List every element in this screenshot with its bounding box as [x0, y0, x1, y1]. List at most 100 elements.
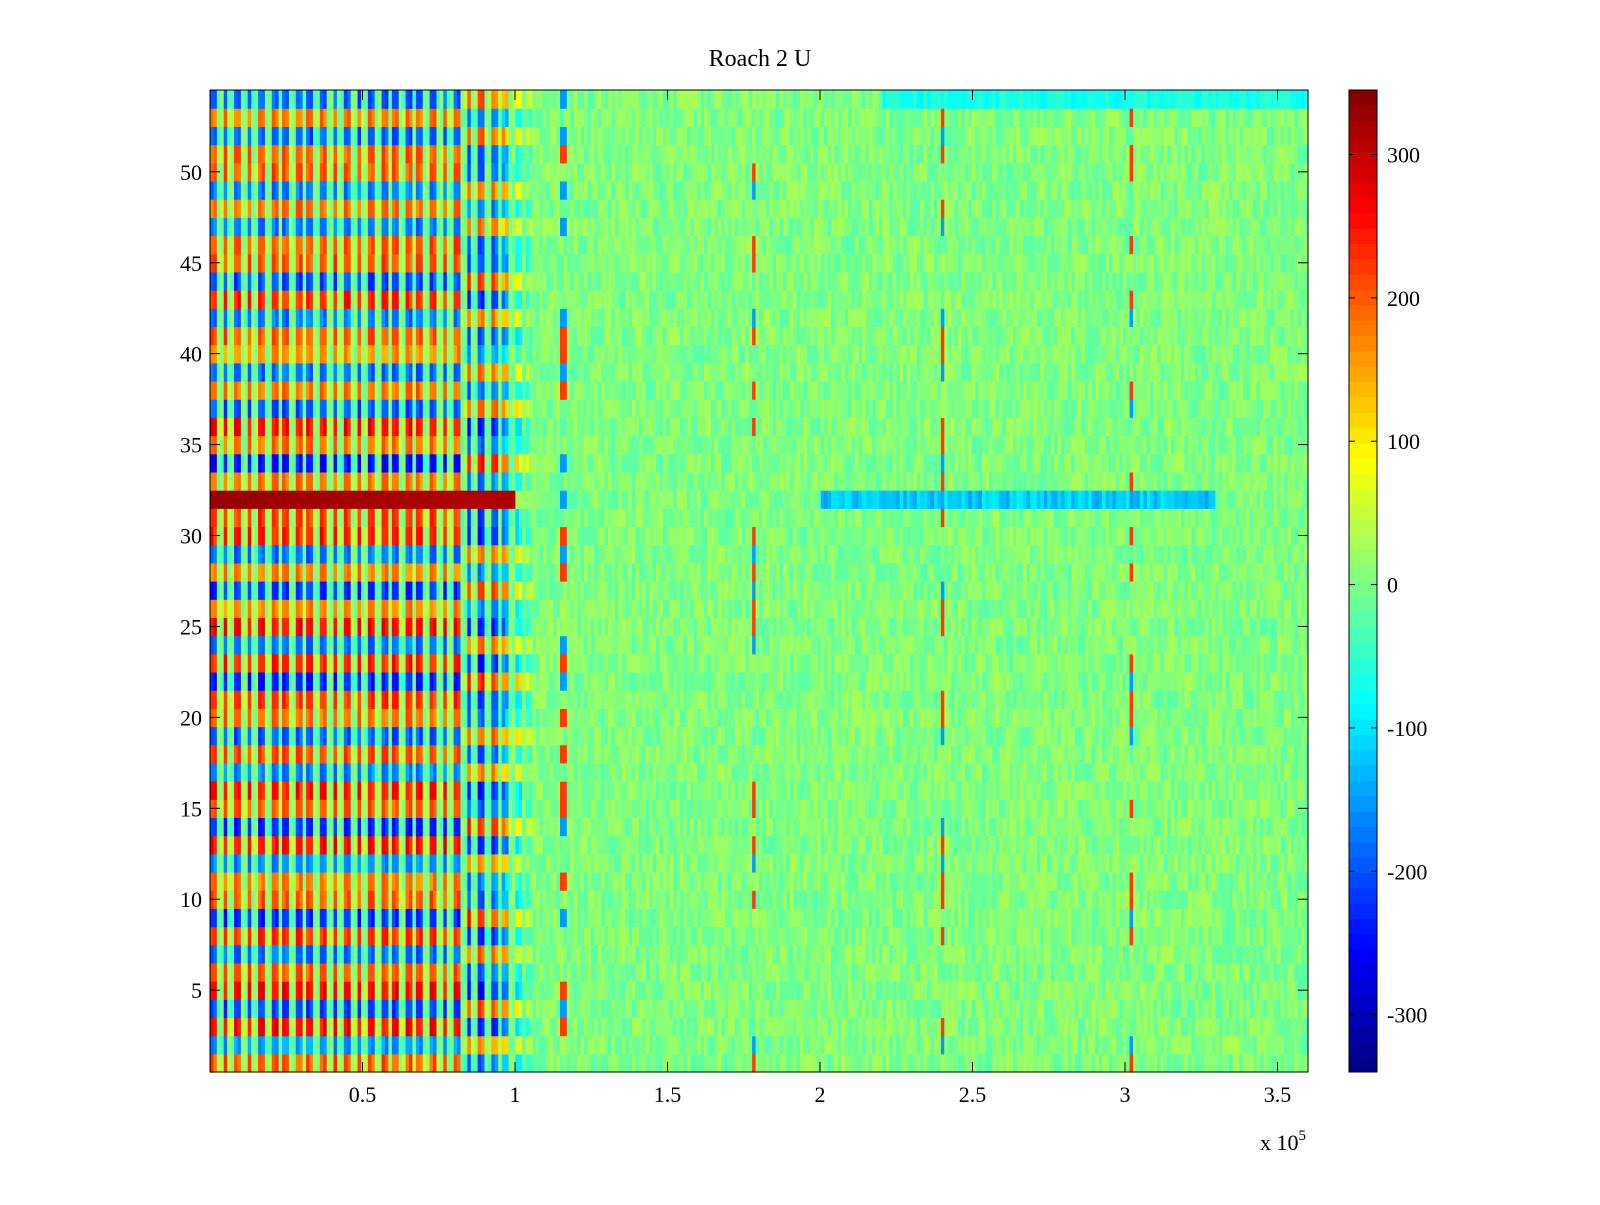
heatmap-cell	[1043, 1017, 1048, 1037]
heatmap-cell	[357, 944, 362, 964]
heatmap-cell	[861, 1035, 866, 1055]
heatmap-cell	[628, 781, 633, 800]
heatmap-cell	[707, 926, 712, 946]
heatmap-cell	[611, 1017, 616, 1037]
heatmap-cell	[378, 908, 383, 928]
heatmap-cell	[1215, 835, 1220, 855]
heatmap-cell	[1081, 890, 1086, 909]
heatmap-cell	[656, 1053, 661, 1073]
heatmap-cell	[680, 853, 685, 873]
heatmap-cell	[779, 817, 784, 837]
heatmap-cell	[1016, 981, 1021, 1000]
heatmap-cell	[285, 835, 290, 855]
heatmap-cell	[1047, 981, 1052, 1000]
heatmap-cell	[1071, 1053, 1076, 1073]
heatmap-cell	[326, 981, 331, 1000]
heatmap-cell	[467, 781, 472, 800]
heatmap-cell	[1246, 817, 1251, 837]
heatmap-cell	[350, 999, 355, 1019]
heatmap-cell	[518, 799, 523, 819]
heatmap-cell	[278, 781, 283, 800]
heatmap-cell	[1225, 890, 1230, 909]
heatmap-cell	[501, 944, 506, 964]
heatmap-cell	[903, 944, 908, 964]
heatmap-cell	[1133, 944, 1138, 964]
heatmap-cell	[1150, 926, 1155, 946]
heatmap-cell	[693, 1035, 698, 1055]
heatmap-cell	[807, 926, 812, 946]
heatmap-cell	[1290, 817, 1295, 837]
heatmap-cell	[220, 926, 225, 946]
heatmap-cell	[988, 962, 993, 982]
heatmap-cell	[1050, 908, 1055, 928]
heatmap-cell	[268, 999, 273, 1019]
heatmap-cell	[800, 1017, 805, 1037]
heatmap-cell	[1043, 981, 1048, 1000]
heatmap-cell	[738, 1053, 743, 1073]
heatmap-cell	[868, 999, 873, 1019]
heatmap-cell	[415, 999, 420, 1019]
heatmap-cell	[762, 999, 767, 1019]
heatmap-cell	[384, 962, 390, 982]
heatmap-cell	[793, 962, 798, 982]
heatmap-cell	[642, 944, 647, 964]
heatmap-cell	[1129, 999, 1134, 1019]
heatmap-cell	[807, 962, 812, 982]
heatmap-cell	[1019, 817, 1024, 837]
heatmap-cell	[796, 1035, 801, 1055]
heatmap-cell	[539, 799, 544, 819]
heatmap-cell	[968, 853, 973, 873]
heatmap-cell	[933, 817, 939, 837]
heatmap-cell	[1105, 871, 1110, 891]
heatmap-cell	[693, 799, 698, 819]
heatmap-cell	[336, 1035, 341, 1055]
heatmap-cell	[247, 1017, 252, 1037]
heatmap-cell	[1208, 1017, 1213, 1037]
heatmap-cell	[230, 962, 235, 982]
heatmap-cell	[474, 1017, 479, 1037]
heatmap-cell	[312, 962, 317, 982]
heatmap-cell	[577, 908, 582, 928]
heatmap-cell	[813, 1053, 818, 1073]
heatmap-cell	[861, 781, 866, 800]
heatmap-cell	[282, 835, 287, 855]
heatmap-cell	[1074, 908, 1079, 928]
heatmap-cell	[529, 817, 534, 837]
heatmap-cell	[1064, 890, 1069, 909]
heatmap-cell	[1105, 999, 1110, 1019]
heatmap-cell	[594, 999, 599, 1019]
heatmap-cell	[978, 853, 983, 873]
heatmap-cell	[937, 799, 942, 819]
heatmap-cell	[1184, 799, 1189, 819]
heatmap-cell	[1304, 835, 1309, 855]
heatmap-cell	[1222, 817, 1227, 837]
heatmap-cell	[772, 981, 777, 1000]
heatmap-cell	[247, 799, 252, 819]
heatmap-cell	[724, 926, 729, 946]
heatmap-cell	[721, 999, 726, 1019]
heatmap-cell	[1184, 962, 1189, 982]
heatmap-cell	[258, 817, 263, 837]
heatmap-cell	[261, 926, 266, 946]
heatmap-cell	[734, 890, 740, 909]
heatmap-cell	[1009, 890, 1014, 909]
heatmap-cell	[889, 799, 894, 819]
heatmap-cell	[693, 908, 698, 928]
heatmap-cell	[1160, 962, 1165, 982]
heatmap-cell	[975, 908, 980, 928]
heatmap-cell	[360, 817, 366, 837]
heatmap-cell	[690, 817, 695, 837]
heatmap-cell	[1088, 908, 1093, 928]
heatmap-cell	[625, 999, 630, 1019]
heatmap-cell	[409, 999, 414, 1019]
heatmap-cell	[309, 835, 314, 855]
heatmap-cell	[734, 926, 740, 946]
heatmap-cell	[728, 1053, 733, 1073]
heatmap-cell	[717, 981, 722, 1000]
heatmap-cell	[546, 817, 551, 837]
heatmap-cell	[978, 871, 983, 891]
heatmap-cell	[302, 781, 307, 800]
heatmap-cell	[927, 908, 932, 928]
heatmap-cell	[409, 1035, 414, 1055]
